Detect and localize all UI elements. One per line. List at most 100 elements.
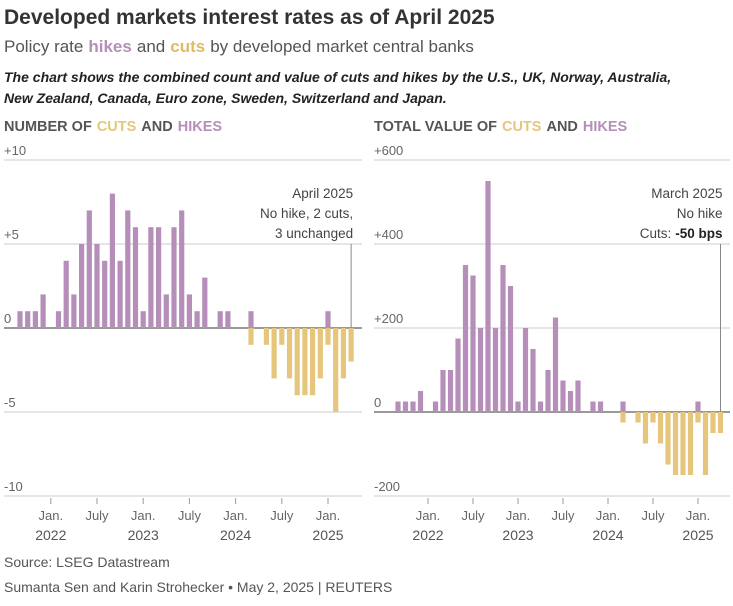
bar xyxy=(125,210,131,328)
x-tick-sublabel: 2023 xyxy=(502,527,533,543)
x-tick-label: Jan. xyxy=(223,508,248,523)
bar xyxy=(25,311,31,328)
bar xyxy=(325,311,331,328)
bar xyxy=(348,328,354,362)
bar xyxy=(248,311,254,328)
title: Developed markets interest rates as of A… xyxy=(4,6,495,29)
bar xyxy=(86,210,92,328)
subtitle-hikes: hikes xyxy=(88,37,131,56)
bar xyxy=(485,181,491,412)
bar xyxy=(32,311,38,328)
x-tick-label: July xyxy=(461,508,485,523)
x-tick-label: July xyxy=(641,508,665,523)
bar xyxy=(515,401,521,412)
bar xyxy=(552,317,559,412)
bar xyxy=(302,328,308,396)
bar xyxy=(530,349,536,412)
panel-title-part: AND xyxy=(546,119,577,135)
bar xyxy=(447,370,454,412)
bar xyxy=(560,380,566,412)
y-tick-label: +5 xyxy=(4,227,19,242)
bar xyxy=(462,265,469,412)
x-tick-label: Jan. xyxy=(506,508,531,523)
bar xyxy=(477,328,484,412)
bar xyxy=(687,412,694,475)
bar xyxy=(279,328,285,345)
bar xyxy=(325,328,331,345)
subtitle-cuts: cuts xyxy=(170,37,205,56)
x-tick-label: July xyxy=(85,508,109,523)
bar xyxy=(620,412,626,423)
bar xyxy=(55,311,62,328)
bar xyxy=(333,328,339,412)
bar xyxy=(522,328,529,412)
x-tick-label: Jan. xyxy=(596,508,621,523)
bar xyxy=(710,412,716,433)
bar xyxy=(432,401,439,412)
bar xyxy=(317,328,323,379)
bar xyxy=(225,311,231,328)
panel-title-part: NUMBER OF xyxy=(4,119,92,135)
annotation: Cuts: -50 bps xyxy=(640,226,723,241)
annotation-part: -50 bps xyxy=(675,226,722,241)
panel-title-cuts: CUTS xyxy=(97,119,137,135)
description: New Zealand, Canada, Euro zone, Sweden, … xyxy=(4,90,447,106)
bar xyxy=(650,412,656,423)
panel-title-cuts: CUTS xyxy=(502,119,542,135)
y-tick-label: +400 xyxy=(374,227,403,242)
bar xyxy=(63,260,69,328)
description: The chart shows the combined count and v… xyxy=(4,69,671,85)
bar xyxy=(117,260,123,328)
panel-title-part: AND xyxy=(141,119,172,135)
x-tick-sublabel: 2024 xyxy=(592,527,623,543)
bar xyxy=(395,401,401,412)
bar xyxy=(263,328,269,345)
bar xyxy=(271,328,277,379)
bar xyxy=(455,338,461,412)
bar xyxy=(17,311,23,328)
panel-title-hikes: HIKES xyxy=(583,119,628,135)
x-tick-sublabel: 2022 xyxy=(412,527,443,543)
bar xyxy=(590,401,596,412)
bar xyxy=(657,412,664,444)
bar xyxy=(186,294,192,328)
bar xyxy=(286,328,293,379)
x-tick-label: July xyxy=(178,508,202,523)
y-tick-label: -200 xyxy=(374,479,400,494)
x-tick-sublabel: 2024 xyxy=(220,527,251,543)
x-tick-sublabel: 2025 xyxy=(682,527,713,543)
bar xyxy=(109,193,115,328)
subtitle: Policy rate hikes and cuts by developed mark… xyxy=(4,37,474,56)
source: Source: LSEG Datastream xyxy=(4,554,170,570)
panel-title: TOTAL VALUE OF CUTS AND HIKES xyxy=(374,119,628,135)
bar xyxy=(672,412,679,475)
bar xyxy=(40,294,46,328)
y-tick-label: 0 xyxy=(374,395,381,410)
bar xyxy=(567,391,574,412)
y-tick-label: -5 xyxy=(4,395,16,410)
bar xyxy=(94,244,100,328)
x-tick-label: Jan. xyxy=(131,508,156,523)
bar xyxy=(248,328,254,345)
bar xyxy=(410,401,416,412)
subtitle-part: Policy rate xyxy=(4,37,83,56)
annotation: 3 unchanged xyxy=(275,226,353,241)
credit: Sumanta Sen and Karin Strohecker • May 2… xyxy=(4,579,392,595)
x-tick-label: Jan. xyxy=(39,508,64,523)
bar xyxy=(140,311,146,328)
annotation: March 2025 xyxy=(651,186,722,201)
bar xyxy=(680,412,686,475)
annotation: No hike, 2 cuts, xyxy=(260,206,353,221)
x-tick-label: Jan. xyxy=(416,508,441,523)
y-tick-label: +10 xyxy=(4,143,26,158)
bar xyxy=(642,412,649,444)
bar xyxy=(163,294,169,328)
panel-title: NUMBER OF CUTS AND HIKES xyxy=(4,119,222,135)
bar xyxy=(294,328,300,396)
bar xyxy=(635,412,641,423)
bar xyxy=(545,370,551,412)
subtitle-part: by developed market central banks xyxy=(210,37,474,56)
bar xyxy=(717,412,724,433)
x-tick-label: Jan. xyxy=(686,508,711,523)
bar xyxy=(171,227,177,328)
